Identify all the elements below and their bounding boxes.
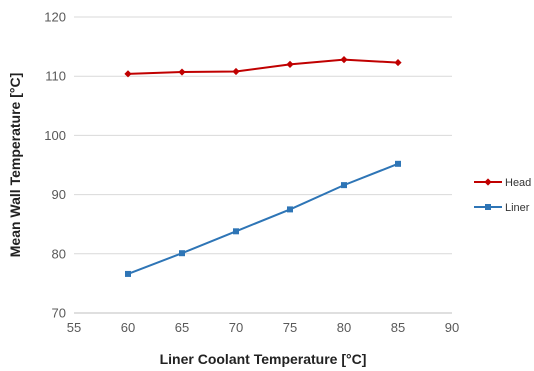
x-tick-label: 70 xyxy=(229,320,243,335)
data-point-liner xyxy=(179,250,185,257)
series-lines xyxy=(124,56,402,277)
series-head xyxy=(124,56,402,78)
legend-label-head: Head xyxy=(505,177,531,189)
legend-label-liner: Liner xyxy=(505,202,530,214)
x-tick-label: 85 xyxy=(391,320,405,335)
x-tick-label: 75 xyxy=(283,320,297,335)
x-tick-labels: 55 60 65 70 75 80 85 90 xyxy=(67,320,459,335)
x-tick-label: 80 xyxy=(337,320,351,335)
y-tick-label: 80 xyxy=(52,246,66,261)
y-tick-label: 90 xyxy=(52,187,66,202)
x-axis-title: Liner Coolant Temperature [°C] xyxy=(160,351,367,367)
series-line-head xyxy=(127,58,399,75)
data-point-liner xyxy=(395,160,401,167)
y-tick-label: 100 xyxy=(44,128,66,143)
y-axis-title: Mean Wall Temperature [°C] xyxy=(7,73,23,258)
data-point-head xyxy=(124,70,132,78)
data-point-head xyxy=(286,60,294,68)
legend: Head Liner xyxy=(474,177,531,214)
data-point-head xyxy=(394,58,402,67)
legend-marker-head xyxy=(484,178,492,186)
data-point-liner xyxy=(287,206,293,213)
data-point-head xyxy=(232,67,240,76)
data-point-liner xyxy=(233,228,239,235)
x-tick-label: 55 xyxy=(67,320,81,335)
x-tick-label: 65 xyxy=(175,320,189,335)
y-tick-label: 70 xyxy=(52,306,66,321)
data-point-liner xyxy=(341,182,347,189)
gridlines xyxy=(74,16,452,255)
data-point-head xyxy=(178,68,186,76)
x-tick-label: 90 xyxy=(445,320,459,335)
legend-marker-liner xyxy=(485,204,491,210)
series-liner xyxy=(125,160,401,277)
y-tick-label: 120 xyxy=(44,10,66,25)
legend-item-head: Head xyxy=(474,177,531,189)
data-point-head xyxy=(340,56,348,64)
y-tick-label: 110 xyxy=(45,69,66,84)
y-tick-labels: 70 80 90 100 110 120 xyxy=(44,10,66,321)
data-point-liner xyxy=(125,270,131,277)
series-line-liner xyxy=(127,162,399,275)
legend-item-liner: Liner xyxy=(474,202,530,214)
x-tick-label: 60 xyxy=(121,320,135,335)
